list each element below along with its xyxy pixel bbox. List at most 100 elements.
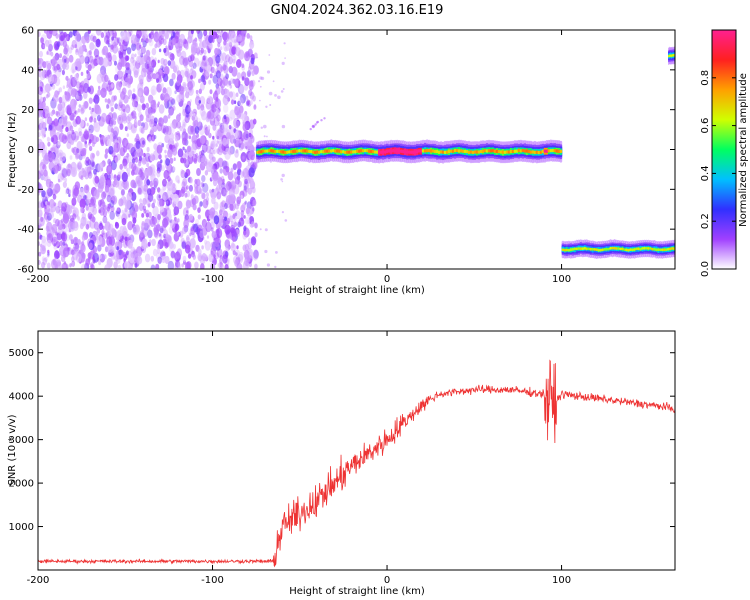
spectrogram-noise-cell	[119, 243, 122, 248]
spectrogram-noise-cell	[81, 80, 84, 86]
spectrogram-noise-cell	[202, 198, 209, 209]
spectrogram-noise-cell	[130, 34, 137, 45]
spectrogram-noise-cell	[58, 118, 64, 127]
spectrogram-main-band	[262, 149, 265, 153]
spectrogram-noise-cell	[148, 38, 154, 47]
spectrogram-noise-cell	[174, 216, 177, 222]
spectrogram-noise-cell	[242, 167, 249, 179]
spectrogram-lower-band	[641, 247, 644, 250]
spectrogram-noise-cell	[98, 57, 104, 66]
spectrogram-noise-cell	[156, 144, 163, 154]
spectrogram-noise-cell	[126, 154, 132, 164]
spectrogram-noise-cell	[127, 172, 130, 177]
spectrogram-noise-cell	[67, 106, 72, 114]
spectrogram-main-band	[435, 149, 439, 154]
spectrogram-main-band	[453, 148, 457, 153]
spectrogram-noise-cell	[186, 210, 189, 214]
spectrogram-noise-cell	[133, 65, 140, 76]
spectrogram-noise-cell	[170, 53, 173, 58]
spectrogram-noise-cell	[56, 41, 61, 48]
spectrogram-noise-cell	[157, 187, 161, 193]
spectrogram-noise-cell	[158, 104, 165, 114]
spectrogram-noise-cell	[120, 31, 126, 40]
spectrogram-noise-cell	[64, 233, 70, 242]
spectrogram-lower-band	[597, 248, 600, 252]
spectrogram-noise-cell	[154, 57, 157, 62]
spectrogram-noise-cell	[212, 31, 218, 40]
spectrogram-noise-cell	[81, 35, 87, 45]
spectrogram-main-band	[419, 149, 423, 153]
spectrogram-noise-cell	[115, 257, 119, 263]
spectrogram-main-band	[461, 149, 465, 153]
spectrogram-main-band	[429, 149, 433, 153]
spectrogram-noise-cell	[136, 104, 142, 113]
spectrogram-noise-cell	[204, 240, 211, 251]
spectrogram-noise-cell	[73, 130, 80, 141]
snr-series-line	[38, 359, 675, 568]
spectrogram-noise-cell	[180, 157, 184, 164]
spectrogram-noise-cell	[177, 262, 181, 268]
spectrogram-noise-cell	[238, 217, 245, 227]
spectrogram-main-band	[379, 150, 383, 154]
spectrogram-noise-cell	[264, 249, 268, 254]
spectrogram-main-band	[529, 150, 533, 154]
spectrogram-noise-cell	[245, 95, 249, 101]
spectrogram-noise-cell	[38, 190, 41, 196]
spectrogram-noise-cell	[316, 120, 320, 124]
spectrogram-noise-cell	[160, 65, 164, 71]
spectrogram-noise-cell	[55, 218, 60, 227]
spectrogram-lower-band	[625, 248, 628, 252]
spectrogram-noise-cell	[250, 57, 255, 65]
spectrogram-noise-cell	[179, 43, 183, 49]
spectrogram-noise-cell	[68, 189, 72, 194]
spectrogram-noise-cell	[106, 194, 112, 203]
spectrogram-noise-cell	[208, 79, 212, 85]
spectrogram-noise-cell	[81, 240, 85, 246]
spectrogram-noise-cell	[192, 254, 196, 260]
spectrogram-noise-cell	[64, 63, 68, 68]
spectrogram-noise-cell	[252, 250, 259, 261]
spectrogram-main-band	[509, 149, 513, 154]
spectrogram-noise-cell	[157, 101, 160, 106]
spectrogram-noise-cell	[246, 140, 253, 150]
spectrogram-noise-cell	[156, 122, 163, 132]
spectrogram-lower-band	[599, 248, 602, 252]
spectrogram-lower-band	[663, 248, 666, 251]
spectrogram-noise-cell	[38, 138, 43, 149]
spectrogram-noise-cell	[80, 206, 84, 214]
spectrogram-noise-cell	[163, 229, 168, 237]
snr-y-tick-label: 2000	[9, 479, 34, 490]
spectrogram-noise-cell	[120, 44, 124, 51]
spectrogram-noise-cell	[217, 42, 221, 48]
spectrogram-lower-band	[579, 247, 583, 251]
spectrogram-noise-cell	[150, 120, 153, 125]
spectrogram-noise-cell	[86, 122, 89, 127]
spectrogram-noise-cell	[103, 135, 110, 146]
spectrogram-noise-cell	[110, 205, 115, 213]
spectrogram-noise-cell	[49, 184, 53, 190]
spectrogram-noise-cell	[211, 196, 216, 205]
spectrogram-noise-cell	[41, 122, 47, 129]
spectrogram-noise-cell	[213, 62, 216, 67]
spectrogram-noise-cell	[130, 251, 135, 259]
spectrogram-noise-cell	[101, 112, 107, 123]
spectrogram-noise-cell	[175, 251, 181, 259]
spectrogram-noise-cell	[130, 56, 135, 64]
spectrogram-noise-cell	[158, 233, 162, 237]
spectrogram-noise-cell	[39, 50, 43, 58]
spectrogram-noise-cell	[199, 49, 203, 56]
spectrogram-noise-cell	[214, 252, 219, 260]
spectrogram-noise-cell	[134, 263, 138, 268]
spectrogram-noise-cell	[225, 244, 230, 252]
spectrogram-noise-cell	[168, 106, 175, 116]
spectrogram-noise-cell	[252, 161, 257, 169]
spectrogram-noise-cell	[70, 44, 75, 50]
spectrogram-noise-cell	[75, 148, 82, 159]
spectrogram-noise-cell	[113, 95, 117, 101]
spectrogram-noise-cell	[107, 244, 113, 253]
spectrogram-noise-cell	[88, 97, 93, 104]
spectrogram-noise-cell	[147, 133, 152, 142]
spectrogram-main-band	[443, 150, 447, 155]
spectrogram-noise-cell	[147, 199, 150, 205]
spectrogram-noise-cell	[51, 84, 56, 90]
